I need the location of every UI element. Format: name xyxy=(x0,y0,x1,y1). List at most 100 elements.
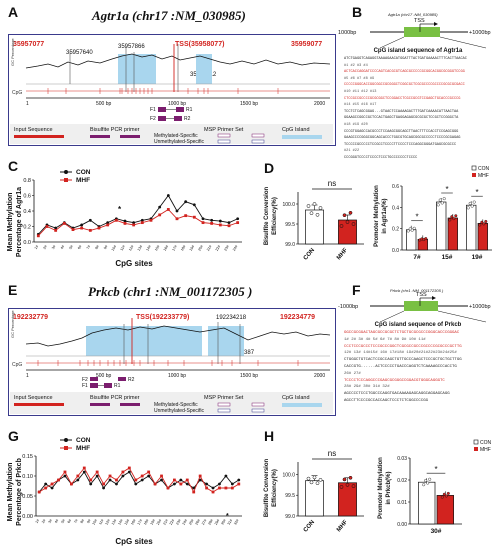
h2-dot xyxy=(446,491,450,495)
e-primer-r1: R1 xyxy=(114,383,121,389)
e-ylab: GC Percentage xyxy=(10,310,15,338)
d1-dot xyxy=(339,224,344,228)
d2-x-tick-label: 15# xyxy=(442,254,453,261)
g-point-mhf xyxy=(57,478,60,482)
d2-y-tick-label: 0.6 xyxy=(392,184,399,190)
e-legend-primer: Bisulfite PCR primer xyxy=(90,395,140,401)
c-point-con xyxy=(175,209,179,213)
d-ylabel-3: Promoter Methylation xyxy=(374,185,380,247)
h1-dot xyxy=(348,475,353,480)
g-x-tick-label: 21# xyxy=(162,519,168,526)
d2-sig-star: * xyxy=(445,185,448,194)
d2-dot xyxy=(454,214,458,218)
d2-dot xyxy=(448,218,452,222)
c-point-mhf xyxy=(62,222,66,225)
g-point-mhf xyxy=(82,466,86,470)
d2-dot xyxy=(472,200,476,204)
d2-y-tick-label: 0.2 xyxy=(392,227,399,233)
g-x-tick-label: 10# xyxy=(92,519,98,526)
d1-bar xyxy=(305,209,324,245)
g-x-tick-label: 31# xyxy=(227,519,233,526)
a-legend-msp: MSP Primer Set xyxy=(204,127,244,133)
a-tick-2: 1000 bp xyxy=(168,101,186,107)
d2-dot xyxy=(410,228,414,232)
g-point-con xyxy=(63,474,67,478)
g-point-mhf xyxy=(166,486,170,490)
f-right: +1000bp xyxy=(469,304,491,310)
h2-y-tick-label: 0.03 xyxy=(397,456,407,462)
panel-label-f: F xyxy=(352,282,361,298)
b-seq-line: GAAGCCCCGGGCGGCAGCACCCTGGCGTGCAGCGGCGCCC… xyxy=(344,136,461,141)
g-point-con xyxy=(134,482,138,486)
g-point-mhf xyxy=(50,482,54,486)
g-x-tick-label: 3# xyxy=(47,519,52,524)
g-y-tick-label: 0.05 xyxy=(22,494,33,500)
d1-dot xyxy=(318,206,323,210)
h2-bar-con xyxy=(418,481,436,525)
h2-sig-star: * xyxy=(434,465,437,474)
g-sig: * xyxy=(226,513,229,520)
f-seq-sites: 1# 2# 3# 4# 5# 6# 7# 8# 9# 10# 11# xyxy=(344,337,426,342)
e-tss: TSS(192233779) xyxy=(136,314,189,321)
f-seq-title: CpG island sequence of Prkcb xyxy=(374,322,462,328)
e-primer-f1: F1 xyxy=(82,383,88,389)
a-legend-island: CpG Island xyxy=(282,127,310,133)
h1-y-tick-label: 100.0 xyxy=(282,472,295,478)
c-x-tick-label: 3# xyxy=(51,245,56,250)
chart-g: Mean Methylation Percentage of Prkcb CpG… xyxy=(7,437,242,546)
h1-y-tick-label: 99.0 xyxy=(285,514,295,520)
c-x-tick-label: 8# xyxy=(94,245,99,250)
c-x-tick-label: 15# xyxy=(154,245,160,252)
d2-sig-star: * xyxy=(415,213,418,222)
d1-dot xyxy=(315,212,320,217)
c-point-con xyxy=(132,221,136,225)
g-series-line xyxy=(38,467,240,494)
g-point-con xyxy=(102,486,105,490)
c-point-mhf xyxy=(201,221,205,225)
a-cpg: CpG xyxy=(12,90,22,96)
h2-y-tick-label: 0.00 xyxy=(397,522,407,528)
e-legend-msp: MSP Primer Set xyxy=(204,395,244,401)
g-point-mhf xyxy=(63,470,67,474)
g-point-con xyxy=(218,482,221,486)
g-point-con xyxy=(179,478,183,482)
g-point-con xyxy=(127,470,131,474)
h2-y-tick-label: 0.01 xyxy=(397,500,407,506)
h1-dot xyxy=(318,478,323,482)
g-x-tick-label: 22# xyxy=(169,519,175,526)
h1-dot xyxy=(342,477,347,482)
a-tick-0: 1 xyxy=(26,101,29,107)
d2-bar-con xyxy=(466,204,477,251)
g-point-mhf xyxy=(121,470,125,474)
d2-dot xyxy=(478,223,482,227)
g-point-con xyxy=(198,478,202,482)
c-point-mhf xyxy=(36,234,40,238)
f-seq-line: GGCCGCGGACTAGCGCCGCGCTCTGCTGCGCGCCCGGGCA… xyxy=(344,331,460,335)
b-tss: TSS xyxy=(414,18,425,24)
g-y-tick-label: 0.10 xyxy=(22,474,33,480)
c-series-line xyxy=(38,194,238,235)
c-point-mhf xyxy=(192,215,196,219)
f-seq-sites: 12# 13# 14#15# 16# 17#18# 19#20#21#22#23… xyxy=(344,351,457,356)
g-point-mhf xyxy=(127,466,131,470)
gene-schematic-prkcb: Prkcb (chr1 :NM_001172305 ) TSS -1000bp … xyxy=(338,288,491,323)
a-pos1: 35957640 xyxy=(66,50,93,56)
g-x-tick-label: 19# xyxy=(149,519,155,526)
d2-sig-star: * xyxy=(475,188,478,197)
g-point-con xyxy=(160,478,163,482)
a-primer-r1: R1 xyxy=(186,107,193,113)
a-right-coord: 35959077 xyxy=(291,41,322,48)
g-x-tick-label: 8# xyxy=(80,519,85,524)
c-point-mhf xyxy=(218,223,222,227)
c-point-con xyxy=(201,217,205,221)
c-y-tick-label: 0.6 xyxy=(23,194,31,200)
panel-label-h: H xyxy=(264,428,275,444)
d1-dot xyxy=(342,213,347,218)
d2-dot xyxy=(480,220,484,224)
g-point-mhf xyxy=(185,478,189,482)
c-point-mhf xyxy=(80,226,84,230)
g-ylabel-2: Percentage of Prkcb xyxy=(16,458,23,526)
f-gene-name: Prkcb (chr1 :NM_001172305 ) xyxy=(390,288,444,293)
b-sequence-box: CpG island sequence of Agtr1a ATCTGAGGTC… xyxy=(344,48,492,173)
h2-dot xyxy=(442,492,446,496)
